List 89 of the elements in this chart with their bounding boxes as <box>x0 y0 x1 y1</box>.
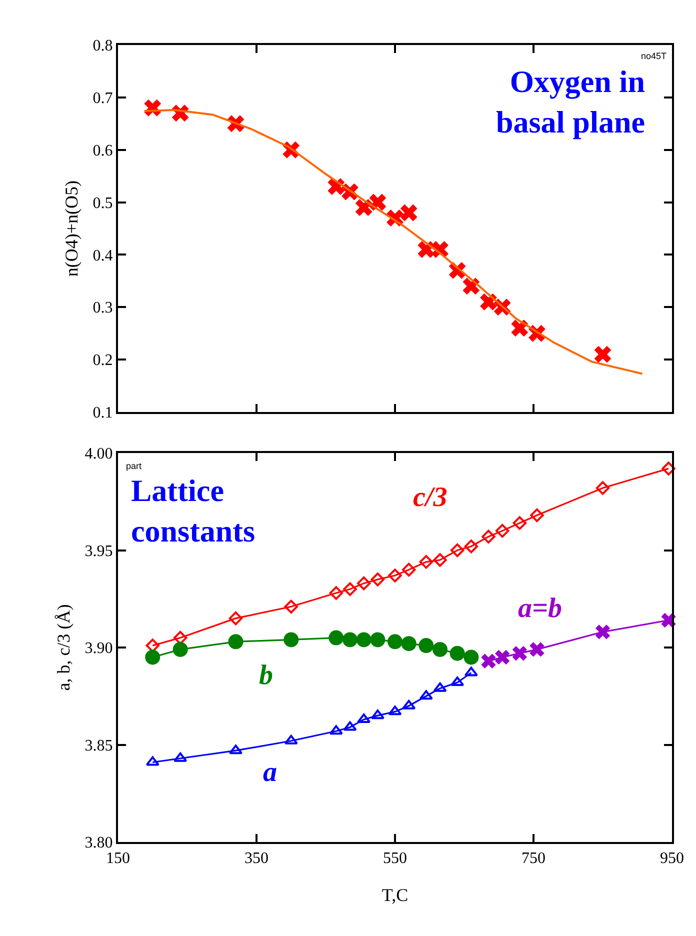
y-tick-label: 3.95 <box>84 542 113 560</box>
point <box>530 508 544 522</box>
point <box>482 530 496 544</box>
point <box>595 624 610 640</box>
point <box>433 553 447 567</box>
series-label: a <box>263 757 277 788</box>
point <box>369 194 386 211</box>
point <box>462 278 480 295</box>
point <box>174 752 188 762</box>
series-label: c/3 <box>413 482 448 513</box>
point <box>464 666 478 676</box>
point <box>495 524 510 538</box>
y-tick-label: 3.85 <box>84 737 113 754</box>
series-label: b <box>259 660 273 691</box>
y-tick-label: 3.80 <box>84 834 113 852</box>
point <box>284 734 298 744</box>
point <box>512 646 528 661</box>
point <box>481 654 496 668</box>
series-label: a=b <box>518 593 562 624</box>
point <box>355 199 372 216</box>
point <box>450 543 464 558</box>
point <box>388 634 402 650</box>
point <box>172 642 188 657</box>
point <box>594 346 612 363</box>
x-axis-title: T,C <box>382 884 408 905</box>
point <box>402 562 416 577</box>
point <box>342 632 358 648</box>
y-tick-label: 0.6 <box>92 142 113 160</box>
point <box>400 204 418 222</box>
x-tick-label: 950 <box>660 850 684 868</box>
point <box>418 638 434 654</box>
point <box>356 576 371 590</box>
point <box>228 611 243 626</box>
y-tick-label: 3.90 <box>84 640 113 658</box>
point <box>464 540 478 554</box>
point <box>432 642 448 657</box>
annotation: Lattice constants <box>131 473 256 548</box>
point <box>343 721 357 731</box>
point <box>146 638 160 652</box>
point <box>228 744 242 754</box>
y-tick-label: 0.5 <box>92 194 113 212</box>
point <box>329 586 343 600</box>
point <box>284 632 299 648</box>
point <box>388 706 402 716</box>
y-axis-title: n(O4)+n(O5) <box>62 180 82 277</box>
point <box>596 481 610 495</box>
y-tick-label: 4.00 <box>84 446 113 463</box>
point <box>450 646 465 661</box>
y-axis-title: a, b, c/3 (Å) <box>54 604 74 691</box>
point <box>419 555 434 569</box>
point <box>228 634 244 650</box>
point <box>480 293 497 310</box>
y-tick-label: 0.2 <box>92 352 113 370</box>
y-tick-label: 0.8 <box>92 38 113 55</box>
point <box>464 650 479 665</box>
point <box>433 682 447 692</box>
point <box>450 676 464 686</box>
y-tick-label: 0.7 <box>92 90 113 108</box>
annotation: Oxygen in basal plane <box>496 64 646 140</box>
point <box>370 572 385 586</box>
point <box>401 636 416 652</box>
y-tick-label: 0.1 <box>92 404 113 422</box>
point <box>145 650 160 665</box>
point <box>146 756 160 766</box>
point <box>419 690 433 700</box>
point <box>512 516 526 530</box>
point <box>402 700 416 710</box>
point <box>370 632 386 648</box>
point <box>329 725 343 735</box>
point <box>494 650 510 665</box>
y-tick-label: 0.4 <box>92 247 113 264</box>
x-tick-label: 550 <box>383 850 407 868</box>
point <box>284 600 298 614</box>
point <box>511 320 528 337</box>
x-tick-label: 350 <box>244 850 268 868</box>
y-tick-label: 0.3 <box>92 300 113 317</box>
point <box>662 462 676 476</box>
x-tick-label: 150 <box>106 850 130 868</box>
annotation: part <box>126 461 142 471</box>
point <box>356 632 372 648</box>
point <box>357 713 371 723</box>
point <box>328 630 344 646</box>
point <box>370 710 384 720</box>
point <box>328 178 345 196</box>
annotation: no45T <box>641 51 668 61</box>
point <box>343 582 357 596</box>
point <box>388 568 402 582</box>
point <box>530 642 544 657</box>
x-tick-label: 750 <box>522 850 546 868</box>
